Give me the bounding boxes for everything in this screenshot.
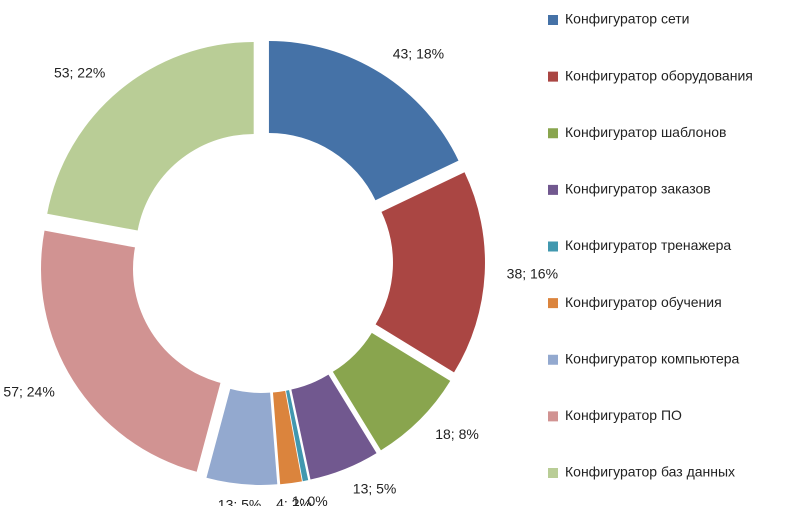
data-label: 13; 5% bbox=[218, 497, 262, 506]
data-label: 1; 0% bbox=[292, 493, 328, 506]
donut-segment bbox=[268, 41, 459, 201]
donut-segment bbox=[375, 172, 485, 373]
legend-label: Конфигуратор сети bbox=[565, 11, 690, 27]
legend-swatch bbox=[548, 298, 558, 309]
legend-swatch bbox=[548, 411, 558, 422]
donut-segment bbox=[332, 332, 451, 451]
legend-swatch bbox=[548, 468, 558, 478]
legend-label: Конфигуратор баз данных bbox=[565, 464, 735, 480]
data-label: 53; 22% bbox=[54, 64, 105, 80]
legend-swatch bbox=[548, 15, 558, 25]
legend-label: Конфигуратор шаблонов bbox=[565, 124, 726, 140]
legend-swatch bbox=[548, 184, 558, 195]
legend-swatch bbox=[548, 128, 558, 139]
legend-label: Конфигуратор заказов bbox=[565, 181, 711, 197]
legend-label: Конфигуратор обучения bbox=[565, 294, 722, 310]
legend-swatch bbox=[548, 71, 558, 82]
data-label: 57; 24% bbox=[3, 383, 54, 399]
data-label: 38; 16% bbox=[507, 266, 558, 282]
donut-segment bbox=[47, 42, 254, 231]
donut-segment bbox=[41, 230, 221, 472]
data-label: 18; 8% bbox=[435, 426, 479, 442]
legend-label: Конфигуратор компьютера bbox=[565, 350, 740, 366]
legend-label: Конфигуратор тренажера bbox=[565, 237, 731, 253]
legend-label: Конфигуратор ПО bbox=[565, 407, 682, 423]
legend-swatch bbox=[548, 354, 558, 365]
data-label: 4: 2% bbox=[276, 496, 312, 506]
donut-segment bbox=[291, 374, 377, 480]
legend-label: Конфигуратор оборудования bbox=[565, 67, 753, 83]
data-label: 43; 18% bbox=[393, 45, 444, 61]
donut-segment bbox=[286, 390, 309, 482]
legend-swatch bbox=[548, 241, 558, 252]
data-label: 13; 5% bbox=[353, 480, 397, 496]
donut-segment bbox=[272, 390, 302, 485]
donut-segment bbox=[206, 388, 278, 485]
